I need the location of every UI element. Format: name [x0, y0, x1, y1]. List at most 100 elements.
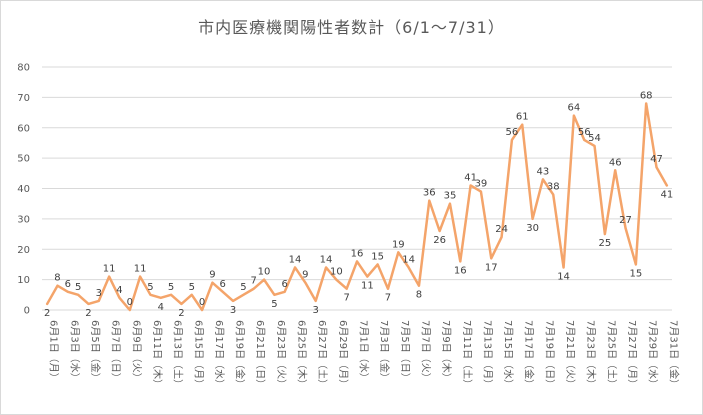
data-label: 61 [516, 112, 529, 123]
data-label: 39 [475, 179, 488, 190]
data-label: 2 [44, 308, 50, 319]
chart-title: 市内医療機関陽性者数計（6/1～7/31） [198, 18, 505, 37]
x-tick-label: 6月3日（水） [68, 320, 80, 383]
x-tick-label: 7月27日（月） [626, 320, 638, 389]
y-tick-label: 10 [17, 275, 30, 286]
data-label: 7 [251, 276, 257, 287]
data-label: 10 [258, 267, 271, 278]
data-label: 5 [189, 282, 195, 293]
x-tick-label: 6月27日（土） [316, 320, 329, 389]
x-tick-label: 7月15日（水） [502, 320, 514, 389]
x-tick-label: 6月25日（木） [296, 320, 308, 389]
data-label: 15 [371, 251, 384, 262]
data-label: 5 [75, 282, 81, 293]
y-tick-label: 70 [17, 93, 30, 104]
data-label: 6 [65, 279, 71, 290]
x-tick-label: 6月1日（月） [48, 320, 60, 383]
data-label: 5 [240, 282, 246, 293]
data-label: 56 [578, 127, 591, 138]
x-tick-label: 7月3日（金） [378, 320, 391, 383]
y-tick-label: 80 [17, 63, 30, 74]
data-label: 46 [609, 157, 622, 168]
data-label: 3 [230, 305, 236, 316]
data-label: 41 [660, 189, 673, 200]
data-label: 36 [423, 188, 436, 199]
data-label: 3 [96, 288, 102, 299]
data-label: 26 [433, 235, 446, 246]
y-tick-label: 60 [17, 123, 30, 134]
data-label: 38 [547, 182, 560, 193]
y-tick-label: 30 [17, 214, 30, 225]
x-tick-label: 7月11日（土） [461, 320, 474, 389]
data-label: 41 [464, 172, 477, 183]
x-tick-label: 7月1日（水） [358, 320, 370, 383]
data-label: 16 [454, 265, 467, 276]
x-tick-label: 6月5日（金） [89, 320, 102, 383]
data-label: 54 [588, 133, 601, 144]
data-label: 4 [116, 285, 122, 296]
data-label: 64 [568, 103, 581, 114]
data-label: 9 [302, 270, 308, 281]
y-tick-label: 50 [17, 154, 30, 165]
x-tick-label: 7月21日（火） [564, 320, 576, 389]
x-tick-label: 7月17日（金） [523, 320, 536, 389]
data-label: 14 [289, 254, 302, 265]
data-label: 27 [619, 215, 632, 226]
x-tick-label: 6月13日（土） [172, 320, 185, 389]
x-tick-label: 6月17日（水） [213, 320, 225, 389]
data-label: 7 [343, 293, 349, 304]
data-label: 0 [199, 297, 205, 308]
data-label: 0 [127, 297, 133, 308]
data-label: 19 [392, 239, 405, 250]
x-tick-label: 7月13日（月） [481, 320, 493, 389]
data-label: 43 [537, 166, 550, 177]
x-tick-label: 7月23日（木） [585, 320, 597, 389]
data-label: 5 [147, 282, 153, 293]
y-tick-label: 20 [17, 245, 30, 256]
y-tick-label: 40 [17, 184, 30, 195]
data-label: 35 [444, 191, 457, 202]
series-line [45, 102, 669, 312]
data-label: 6 [220, 279, 226, 290]
data-label: 56 [506, 127, 519, 138]
data-label: 6 [282, 279, 288, 290]
x-tick-label: 6月9日（火） [130, 320, 142, 383]
data-label: 30 [526, 223, 539, 234]
x-tick-label: 7月7日（火） [419, 320, 431, 383]
data-label: 3 [313, 305, 319, 316]
data-label: 14 [557, 271, 570, 282]
data-label: 14 [402, 254, 415, 265]
x-tick-label: 7月19日（日） [543, 320, 555, 389]
data-label: 25 [599, 238, 612, 249]
data-label: 15 [629, 268, 642, 279]
data-label: 24 [495, 224, 508, 235]
y-tick-label: 0 [24, 306, 30, 317]
data-label: 4 [158, 302, 164, 313]
data-label: 47 [650, 154, 663, 165]
data-label: 2 [178, 308, 184, 319]
x-tick-label: 6月11日（木） [151, 320, 163, 389]
data-label: 16 [351, 248, 364, 259]
data-label: 68 [640, 90, 653, 101]
x-tick-label: 6月23日（火） [275, 320, 287, 389]
x-tick-label: 6月7日（日） [110, 320, 122, 383]
data-label: 5 [168, 282, 174, 293]
x-tick-label: 7月5日（日） [399, 320, 411, 383]
data-label: 8 [416, 290, 422, 301]
x-tick-label: 6月29日（月） [337, 320, 349, 389]
x-tick-label: 6月15日（月） [192, 320, 204, 389]
x-tick-label: 6月19日（金） [234, 320, 247, 389]
x-tick-label: 7月31日（金） [667, 320, 680, 389]
data-label: 17 [485, 262, 498, 273]
data-label: 11 [103, 264, 116, 275]
x-tick-label: 6月21日（日） [254, 320, 266, 389]
x-tick-label: 7月29日（水） [647, 320, 659, 389]
data-label: 14 [320, 254, 333, 265]
data-label: 8 [54, 273, 60, 284]
data-label: 10 [330, 267, 343, 278]
x-tick-label: 7月25日（土） [605, 320, 618, 389]
data-label: 5 [271, 299, 277, 310]
data-label: 7 [385, 293, 391, 304]
